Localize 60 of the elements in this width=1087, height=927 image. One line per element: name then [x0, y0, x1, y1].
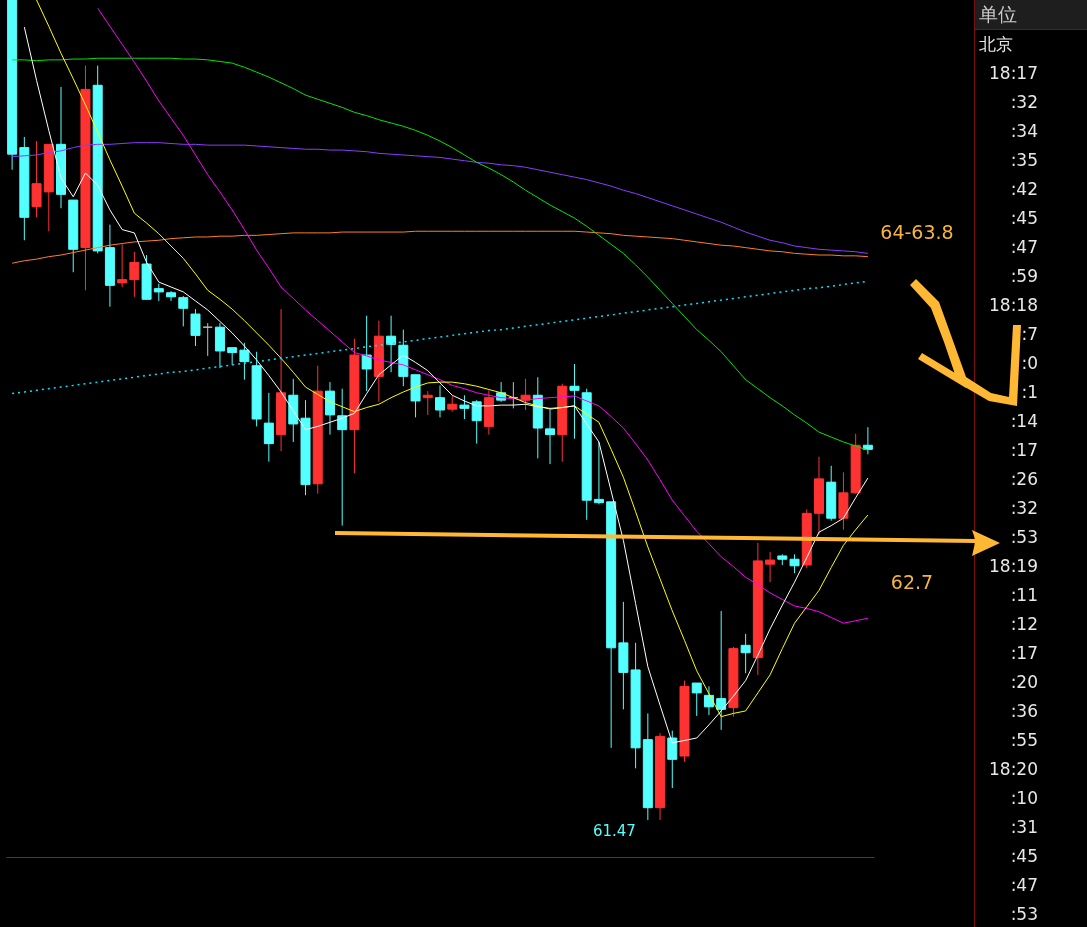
- text: :53: [1009, 903, 1039, 926]
- text: 单位: [975, 0, 1087, 30]
- text: :32: [1009, 497, 1039, 520]
- candlestick: [386, 315, 397, 373]
- text: :59: [1009, 265, 1039, 288]
- text: 18:18: [988, 294, 1039, 317]
- candlestick: [324, 381, 335, 436]
- candlestick: [789, 553, 800, 574]
- text: :20: [1009, 671, 1039, 694]
- text: :53: [1009, 526, 1039, 549]
- text: :47: [1009, 874, 1039, 897]
- candlestick: [691, 682, 702, 717]
- text: :14: [1009, 410, 1039, 433]
- text: :34: [1009, 120, 1039, 143]
- candlestick: [716, 610, 727, 731]
- candlestick: [361, 315, 372, 392]
- text: :10: [1009, 787, 1039, 810]
- candlestick: [740, 633, 751, 674]
- text: 18:19: [988, 555, 1039, 578]
- text: :45: [1009, 207, 1039, 230]
- text: 61.47: [592, 822, 636, 840]
- candlestick: [765, 551, 776, 583]
- text: :7: [1020, 323, 1039, 346]
- candlestick: [545, 409, 556, 465]
- candlestick: [31, 140, 42, 218]
- candlestick: [214, 322, 225, 369]
- candlestick: [166, 290, 177, 302]
- text: :42: [1009, 178, 1039, 201]
- text: 64-63.8: [880, 221, 954, 243]
- candlestick: [129, 251, 140, 298]
- text: :55: [1009, 729, 1039, 752]
- text: :0: [1020, 352, 1039, 375]
- candlestick: [239, 342, 250, 381]
- candlestick: [569, 363, 580, 440]
- candlestick: [190, 308, 201, 347]
- text: :31: [1009, 816, 1039, 839]
- text: :36: [1009, 700, 1039, 723]
- candlestick: [471, 399, 482, 445]
- text: :32: [1009, 91, 1039, 114]
- candlestick: [435, 384, 445, 418]
- text: :12: [1009, 613, 1039, 636]
- text: :26: [1009, 468, 1039, 491]
- text: :1: [1020, 381, 1039, 404]
- text: :47: [1009, 236, 1039, 259]
- candlestick: [337, 388, 348, 527]
- candlestick: [593, 441, 604, 505]
- text: 62.7: [890, 571, 934, 593]
- candlestick: [117, 243, 128, 288]
- text: 18:20: [988, 758, 1039, 781]
- text: :45: [1009, 845, 1039, 868]
- text: 18:17: [988, 62, 1039, 85]
- candlestick: [263, 392, 274, 463]
- candlestick: [459, 394, 470, 420]
- candlestick: [667, 730, 678, 789]
- text: :11: [1009, 584, 1039, 607]
- text: :35: [1009, 149, 1039, 172]
- text: :17: [1009, 439, 1039, 462]
- candlestick: [178, 295, 189, 327]
- text: :17: [1009, 642, 1039, 665]
- text: 北京: [978, 33, 1014, 56]
